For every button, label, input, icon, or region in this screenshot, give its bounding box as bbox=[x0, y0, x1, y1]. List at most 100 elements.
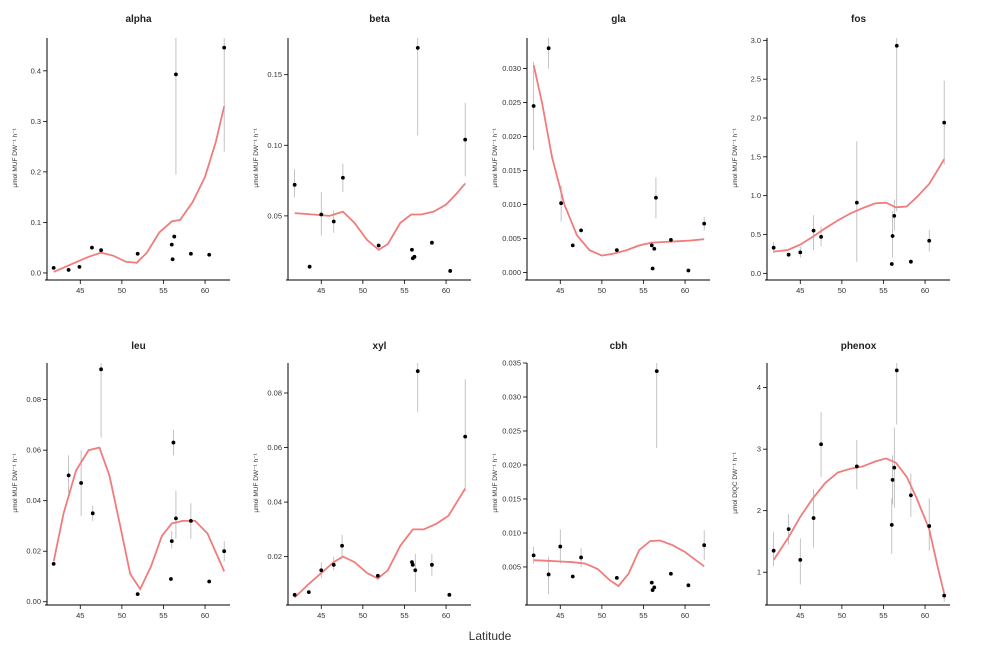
data-point bbox=[292, 182, 297, 187]
data-point bbox=[894, 43, 899, 48]
x-tick-label: 60 bbox=[681, 611, 689, 620]
data-point bbox=[222, 45, 227, 50]
data-point bbox=[579, 228, 583, 233]
y-tick-label: 0.0 bbox=[31, 268, 41, 277]
data-point bbox=[559, 201, 564, 206]
x-tick-label: 45 bbox=[317, 286, 325, 295]
x-tick-label: 60 bbox=[201, 286, 209, 295]
y-tick-label: 0.000 bbox=[502, 268, 521, 277]
y-tick-label: 1.5 bbox=[751, 152, 761, 161]
data-point bbox=[306, 590, 311, 594]
data-point bbox=[376, 243, 381, 248]
x-tick-label: 55 bbox=[879, 286, 887, 295]
smooth-curve bbox=[772, 457, 946, 595]
x-tick-label: 50 bbox=[359, 611, 367, 620]
x-tick-label: 55 bbox=[879, 611, 887, 620]
y-tick-label: 2 bbox=[757, 506, 761, 515]
data-point bbox=[79, 481, 84, 485]
panel-title: fos bbox=[851, 14, 866, 25]
y-tick-label: 0.05 bbox=[267, 211, 282, 220]
panel-title: cbh bbox=[610, 341, 628, 352]
y-tick-label: 0.04 bbox=[267, 498, 282, 507]
y-tick-label: 0.030 bbox=[502, 64, 521, 73]
data-point bbox=[686, 583, 691, 588]
data-point bbox=[579, 555, 583, 560]
data-point bbox=[170, 257, 175, 262]
y-tick-label: 0.08 bbox=[267, 389, 282, 398]
data-point bbox=[649, 243, 654, 248]
data-point bbox=[189, 518, 193, 523]
data-point bbox=[889, 522, 894, 527]
y-tick-label: 0.2 bbox=[31, 167, 41, 176]
data-point bbox=[614, 248, 619, 253]
x-tick-label: 45 bbox=[556, 611, 564, 620]
x-tick-label: 55 bbox=[159, 286, 167, 295]
y-tick-label: 0.025 bbox=[502, 426, 521, 435]
data-point bbox=[819, 442, 823, 447]
data-point bbox=[375, 573, 380, 578]
x-tick-label: 55 bbox=[639, 286, 647, 295]
data-point bbox=[909, 493, 913, 498]
x-tick-label: 55 bbox=[400, 286, 408, 295]
data-point bbox=[890, 234, 895, 238]
y-axis-label: µmol MUF DW⁻¹ h⁻¹ bbox=[253, 452, 260, 512]
data-point bbox=[649, 580, 654, 585]
data-point bbox=[99, 248, 103, 253]
data-point bbox=[412, 254, 417, 259]
data-point bbox=[686, 268, 691, 273]
y-axis-label: µmol DIQC DW⁻¹ h⁻¹ bbox=[732, 451, 739, 513]
data-point bbox=[927, 524, 932, 528]
data-point bbox=[892, 465, 897, 470]
data-point bbox=[650, 266, 655, 271]
x-tick-label: 60 bbox=[201, 611, 209, 620]
y-tick-label: 4 bbox=[757, 383, 761, 392]
data-point bbox=[51, 265, 56, 270]
data-point bbox=[207, 252, 212, 257]
data-point bbox=[415, 45, 420, 50]
data-point bbox=[307, 264, 312, 269]
x-tick-label: 60 bbox=[921, 611, 929, 620]
y-tick-label: 0.010 bbox=[502, 528, 521, 537]
data-point bbox=[413, 568, 418, 573]
data-point bbox=[292, 592, 297, 597]
smooth-curve bbox=[773, 158, 945, 253]
y-tick-label: 0.015 bbox=[502, 166, 521, 175]
y-tick-label: 0.005 bbox=[502, 234, 521, 243]
data-point bbox=[654, 195, 658, 200]
data-point bbox=[430, 562, 434, 567]
panel-title: beta bbox=[369, 14, 390, 25]
data-point bbox=[99, 367, 103, 372]
x-tick-label: 60 bbox=[921, 286, 929, 295]
y-tick-label: 0.1 bbox=[31, 218, 41, 227]
data-point bbox=[135, 592, 140, 597]
data-point bbox=[463, 434, 468, 439]
data-point bbox=[811, 516, 816, 520]
data-point bbox=[172, 234, 177, 239]
chart-panels: alpha 0.0 0.1 0.2 0.3 0.4 45 50 55 60 µmol MUF DW⁻… bbox=[12, 14, 950, 620]
x-tick-label: 55 bbox=[639, 611, 647, 620]
data-point bbox=[189, 251, 193, 256]
data-point bbox=[558, 544, 563, 549]
x-tick-label: 45 bbox=[76, 286, 84, 295]
y-tick-label: 0.015 bbox=[502, 494, 521, 503]
y-tick-label: 0.06 bbox=[267, 443, 282, 452]
y-tick-label: 0.02 bbox=[26, 547, 41, 556]
panel-gla: gla 0.000 0.005 0.010 0.015 0.020 0.025 0.030 45… bbox=[492, 14, 710, 295]
data-point bbox=[90, 511, 95, 516]
data-point bbox=[798, 558, 803, 562]
panel-phenox: phenox 1 2 3 4 45 50 55 60 µmol DIQC DW⁻¹ h⁻¹ bbox=[732, 341, 950, 620]
y-tick-label: 0.08 bbox=[26, 395, 41, 404]
y-tick-label: 0.00 bbox=[26, 597, 41, 606]
y-tick-label: 2.0 bbox=[751, 114, 761, 123]
data-point bbox=[546, 46, 551, 51]
data-point bbox=[77, 264, 82, 269]
data-point bbox=[174, 72, 178, 77]
data-point bbox=[447, 592, 452, 597]
data-point bbox=[66, 473, 71, 478]
data-point bbox=[448, 269, 453, 273]
data-point bbox=[207, 579, 212, 584]
x-tick-label: 45 bbox=[796, 611, 804, 620]
data-point bbox=[702, 543, 707, 548]
data-point bbox=[798, 250, 803, 255]
